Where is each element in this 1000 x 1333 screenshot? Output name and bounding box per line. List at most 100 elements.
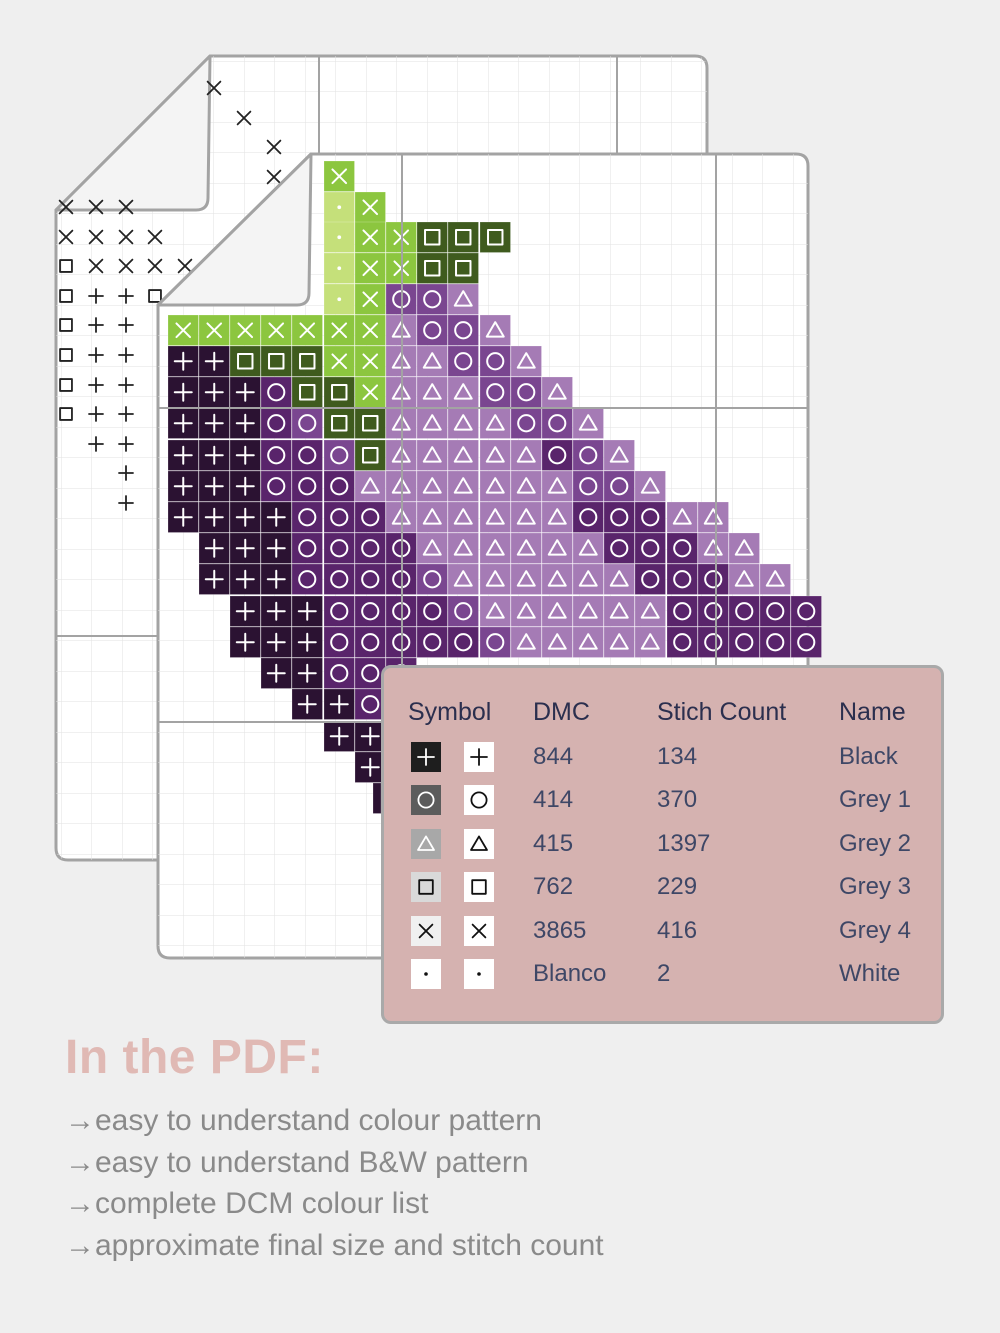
stitch-cell [728, 563, 760, 595]
stitch-cell [479, 314, 511, 346]
stitch-cell [510, 595, 542, 627]
stitch-cell [541, 595, 573, 627]
stitch-cell [167, 314, 199, 346]
stitch-cell [416, 345, 448, 377]
stitch-cell [416, 470, 448, 502]
stitch-cell [634, 626, 666, 658]
legend-header-stitch-count: Stich Count [657, 698, 787, 726]
stitch-cell [291, 532, 323, 564]
stitch-cell [541, 501, 573, 533]
cross-icon [418, 923, 434, 938]
stitch-cell [541, 626, 573, 658]
stitch-cell [354, 501, 386, 533]
stitch-cell [666, 626, 698, 658]
cross-icon [147, 258, 163, 274]
pdf-feature-text: easy to understand B&W pattern [95, 1145, 529, 1179]
stitch-cell [416, 376, 448, 408]
stitch-cell [416, 532, 448, 564]
stitch-cell [323, 160, 355, 192]
stitch-cell [603, 563, 635, 595]
stitch-cell [416, 283, 448, 315]
stitch-cell [229, 595, 261, 627]
stitch-cell [198, 407, 230, 439]
stitch-cell [354, 314, 386, 346]
stitch-cell [572, 470, 604, 502]
legend-stitch-count-value: 229 [657, 873, 698, 901]
cross-bw-swatch [464, 915, 494, 946]
cross-icon [266, 139, 282, 155]
stitch-cell [260, 439, 292, 471]
stitch-cell [479, 595, 511, 627]
stitch-cell [416, 501, 448, 533]
stitch-cell [167, 501, 199, 533]
stitch-cell [728, 626, 760, 658]
stitch-cell [572, 595, 604, 627]
stitch-cell [229, 501, 261, 533]
legend-header-dmc: DMC [533, 698, 590, 726]
pdf-feature-text: approximate final size and stitch count [95, 1228, 604, 1262]
stitch-cell [447, 626, 479, 658]
stitch-cell [416, 626, 448, 658]
cross-colour-swatch [411, 915, 441, 946]
stitch-cell [603, 470, 635, 502]
square-icon [59, 289, 73, 303]
legend-name-value: Grey 3 [839, 873, 912, 901]
plus-icon [88, 436, 104, 452]
cross-icon [471, 923, 487, 938]
cross-icon [177, 258, 193, 274]
stitch-cell [479, 221, 511, 253]
square-icon [59, 348, 73, 362]
cross-icon [58, 199, 74, 215]
stitch-cell [479, 532, 511, 564]
stitch-cell [447, 563, 479, 595]
legend-name-value: White [839, 960, 901, 987]
stitch-cell [323, 407, 355, 439]
legend-stitch-count-value: 134 [657, 743, 698, 770]
stitch-cell [323, 720, 355, 752]
stitch-cell [291, 470, 323, 502]
stitch-cell [167, 439, 199, 471]
pdf-feature-item: →approximate final size and stitch count [65, 1229, 604, 1263]
legend-name-value: Black [839, 743, 898, 770]
stitch-cell [634, 501, 666, 533]
square-icon [59, 407, 73, 421]
stitch-cell [260, 657, 292, 689]
circle-colour-swatch [411, 785, 441, 816]
stitch-cell [229, 470, 261, 502]
stitch-cell [323, 657, 355, 689]
square-icon [148, 289, 162, 303]
stitch-cell [728, 532, 760, 564]
plus-icon [88, 406, 104, 422]
stitch-cell [541, 563, 573, 595]
dot-icon [424, 972, 428, 976]
plus-icon [118, 317, 134, 333]
stitch-cell [728, 595, 760, 627]
pdf-feature-item: →easy to understand colour pattern [65, 1104, 542, 1138]
stitch-cell [603, 595, 635, 627]
stitch-cell [229, 407, 261, 439]
stitch-cell [541, 470, 573, 502]
legend-name-value: Grey 2 [839, 829, 912, 857]
stitch-cell [291, 376, 323, 408]
plus-icon [118, 495, 134, 511]
legend-header-symbol: Symbol [408, 698, 492, 726]
stitch-cell [479, 376, 511, 408]
legend-dmc-value: 762 [533, 873, 574, 901]
stitch-cell [416, 563, 448, 595]
legend-dmc-value: 414 [533, 786, 574, 814]
pdf-feature-text: easy to understand colour pattern [95, 1104, 542, 1137]
stitch-cell [541, 407, 573, 439]
stitch-cell [354, 470, 386, 502]
dot-bw-swatch [464, 959, 494, 989]
stitch-cell [572, 532, 604, 564]
stitch-cell [372, 782, 382, 814]
stitch-cell [447, 595, 479, 627]
circle-icon [470, 791, 488, 809]
pdf-feature-text: complete DCM colour list [95, 1187, 429, 1220]
cross-icon [206, 80, 222, 96]
stitch-cell [323, 376, 355, 408]
stitch-cell [323, 563, 355, 595]
stitch-cell [572, 626, 604, 658]
stitch-cell [354, 283, 386, 315]
legend-name-value: Grey 4 [839, 916, 912, 944]
